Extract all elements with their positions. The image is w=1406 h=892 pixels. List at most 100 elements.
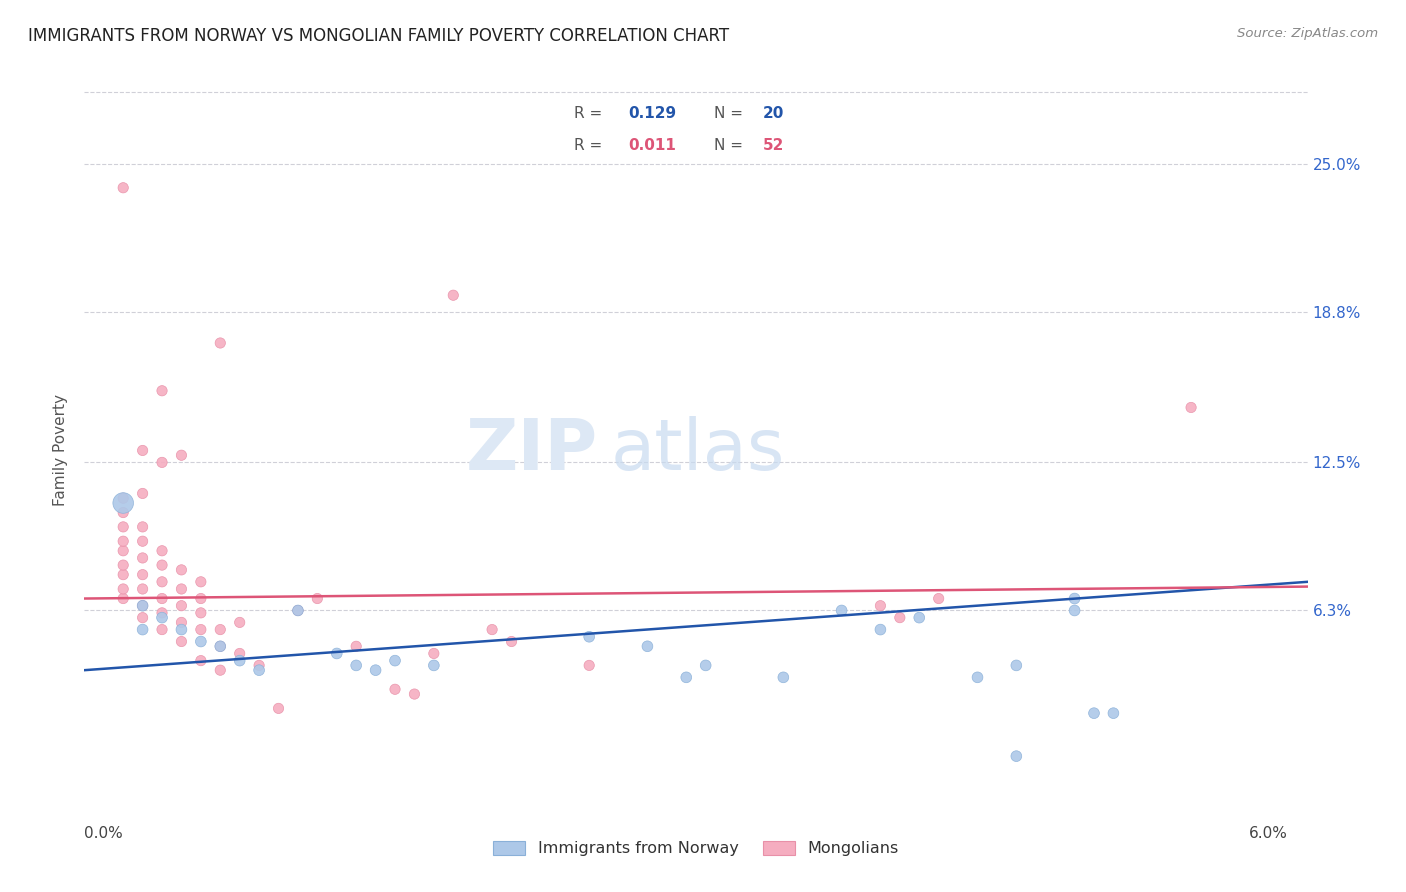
Point [150, 610, 173, 624]
Point [170, 615, 193, 630]
Point [150, 543, 173, 558]
Point [228, 647, 250, 661]
Point [190, 606, 212, 620]
Text: ZIP: ZIP [465, 416, 598, 485]
Text: atlas: atlas [610, 416, 785, 485]
Point [404, 687, 426, 701]
Point [441, 288, 464, 302]
Point [150, 384, 173, 398]
Point [131, 534, 153, 549]
Point [1005, 658, 1028, 673]
Point [1083, 706, 1105, 721]
Point [578, 658, 600, 673]
Text: R =: R = [574, 138, 607, 153]
Point [869, 623, 891, 637]
Point [1102, 706, 1125, 721]
Point [170, 582, 193, 596]
Point [131, 550, 153, 565]
Point [131, 567, 153, 582]
Point [287, 603, 309, 617]
Point [247, 658, 270, 673]
Point [1063, 591, 1085, 606]
Point [190, 591, 212, 606]
Point [209, 640, 232, 654]
Point [344, 658, 367, 673]
Point [150, 558, 173, 573]
Point [112, 534, 135, 549]
Point [170, 634, 193, 648]
Point [170, 599, 193, 613]
Point [170, 448, 193, 462]
Point [190, 574, 212, 589]
Point [889, 610, 911, 624]
Point [423, 658, 446, 673]
Text: 20: 20 [763, 106, 785, 121]
Point [636, 640, 658, 654]
Point [112, 591, 135, 606]
Point [501, 634, 523, 648]
Point [695, 658, 717, 673]
Point [267, 701, 290, 715]
Point [772, 670, 794, 684]
Point [150, 623, 173, 637]
Point [384, 654, 406, 668]
Point [247, 663, 270, 677]
Point [1180, 401, 1202, 415]
Text: R =: R = [574, 106, 607, 121]
Point [112, 543, 135, 558]
Point [1005, 749, 1028, 764]
Text: 0.011: 0.011 [628, 138, 676, 153]
Point [112, 520, 135, 534]
Text: N =: N = [714, 138, 748, 153]
Point [190, 634, 212, 648]
Point [112, 180, 135, 194]
Point [112, 582, 135, 596]
Point [578, 630, 600, 644]
Point [112, 496, 135, 510]
Point [170, 623, 193, 637]
Point [150, 606, 173, 620]
Point [966, 670, 988, 684]
Point [131, 520, 153, 534]
Point [112, 506, 135, 520]
Point [928, 591, 950, 606]
Point [209, 663, 232, 677]
Point [131, 582, 153, 596]
Point [831, 603, 853, 617]
Point [170, 563, 193, 577]
Point [190, 654, 212, 668]
Point [287, 603, 309, 617]
Point [307, 591, 329, 606]
Point [1063, 603, 1085, 617]
Point [131, 599, 153, 613]
Point [112, 567, 135, 582]
Point [209, 640, 232, 654]
Point [209, 336, 232, 351]
Point [190, 623, 212, 637]
Point [150, 574, 173, 589]
Point [423, 647, 446, 661]
Legend: Immigrants from Norway, Mongolians: Immigrants from Norway, Mongolians [485, 833, 907, 864]
Text: 52: 52 [763, 138, 785, 153]
Point [209, 623, 232, 637]
Point [228, 615, 250, 630]
Point [131, 610, 153, 624]
Point [112, 491, 135, 506]
Point [908, 610, 931, 624]
Point [364, 663, 387, 677]
Point [150, 591, 173, 606]
Point [131, 623, 153, 637]
Point [228, 654, 250, 668]
Text: N =: N = [714, 106, 748, 121]
Point [131, 599, 153, 613]
Point [869, 599, 891, 613]
Text: 0.129: 0.129 [628, 106, 676, 121]
Point [131, 443, 153, 458]
Point [131, 486, 153, 500]
Point [112, 558, 135, 573]
Text: Source: ZipAtlas.com: Source: ZipAtlas.com [1237, 27, 1378, 40]
Point [150, 455, 173, 469]
Point [384, 682, 406, 697]
Point [481, 623, 503, 637]
Point [675, 670, 697, 684]
